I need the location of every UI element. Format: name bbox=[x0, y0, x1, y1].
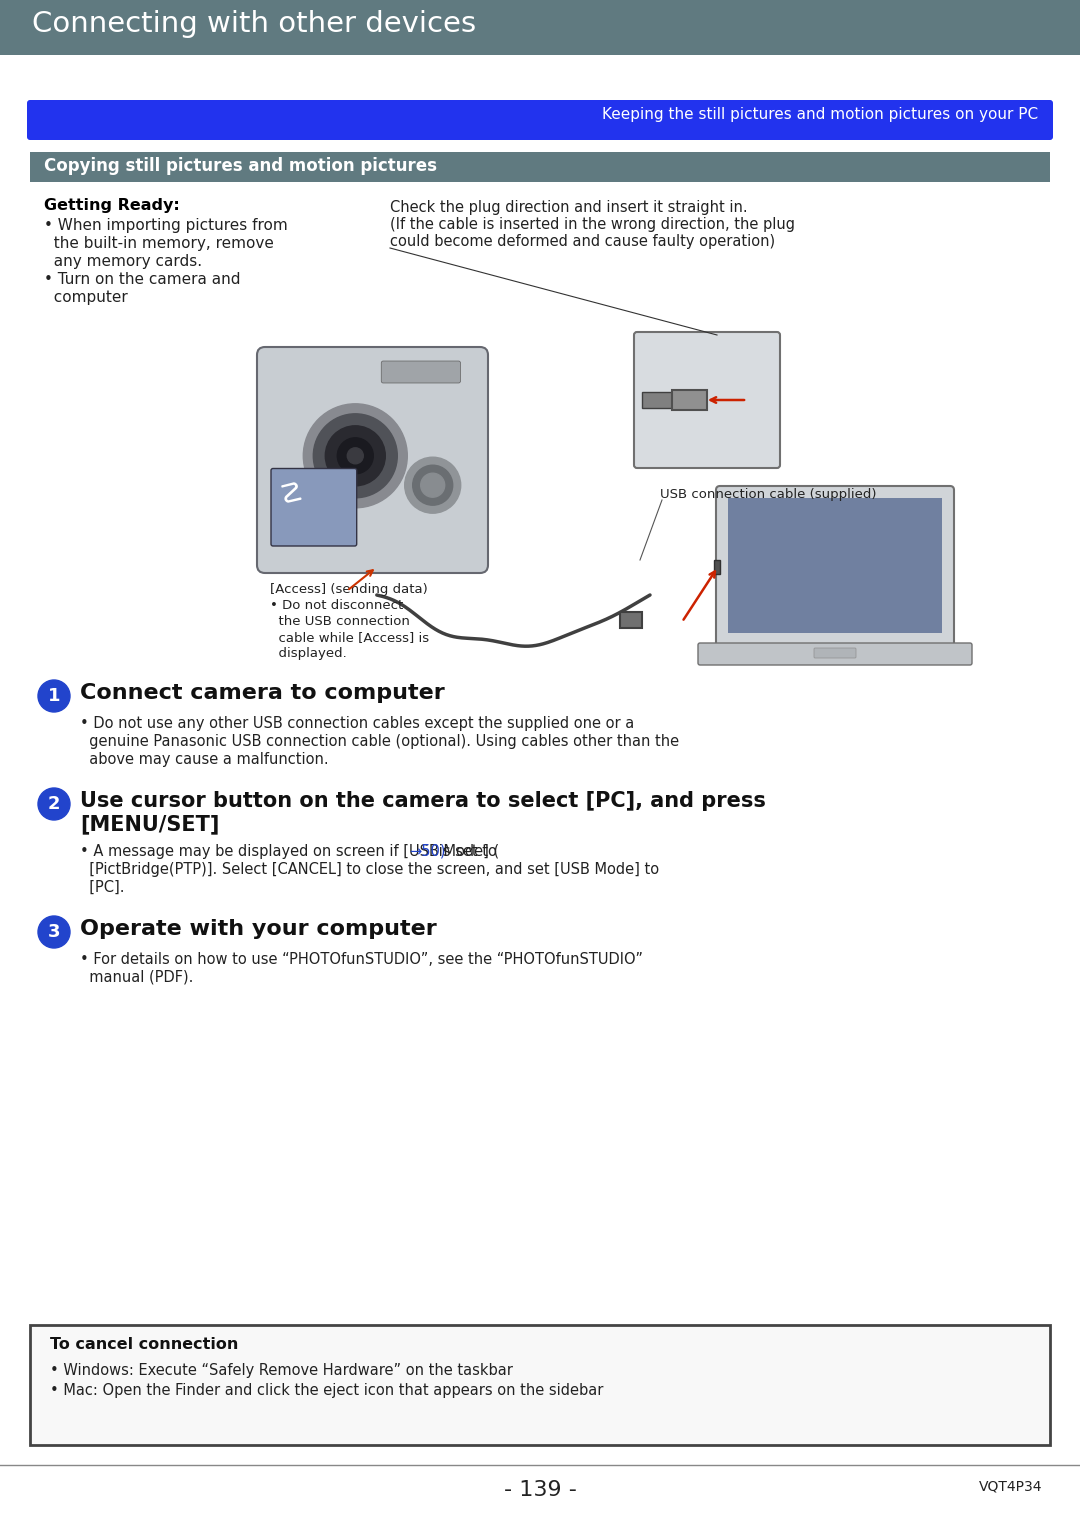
Text: Copying still pictures and motion pictures: Copying still pictures and motion pictur… bbox=[44, 157, 437, 175]
Text: 3: 3 bbox=[48, 923, 60, 941]
Text: cable while [Access] is: cable while [Access] is bbox=[270, 631, 429, 645]
Text: • When importing pictures from: • When importing pictures from bbox=[44, 218, 287, 233]
Text: • A message may be displayed on screen if [USB Mode] (: • A message may be displayed on screen i… bbox=[80, 844, 499, 860]
Text: Connecting with other devices: Connecting with other devices bbox=[32, 11, 476, 38]
Text: above may cause a malfunction.: above may cause a malfunction. bbox=[80, 752, 328, 768]
Text: Connect camera to computer: Connect camera to computer bbox=[80, 683, 445, 703]
Text: manual (PDF).: manual (PDF). bbox=[80, 970, 193, 985]
Text: Check the plug direction and insert it straight in.: Check the plug direction and insert it s… bbox=[390, 200, 747, 215]
Circle shape bbox=[405, 457, 461, 513]
Text: • Do not disconnect: • Do not disconnect bbox=[270, 599, 403, 612]
FancyBboxPatch shape bbox=[634, 332, 780, 468]
Text: • Windows: Execute “Safely Remove Hardware” on the taskbar: • Windows: Execute “Safely Remove Hardwa… bbox=[50, 1363, 513, 1378]
Text: (If the cable is inserted in the wrong direction, the plug: (If the cable is inserted in the wrong d… bbox=[390, 216, 795, 232]
Text: is set to: is set to bbox=[434, 844, 497, 860]
Text: Keeping the still pictures and motion pictures on your PC: Keeping the still pictures and motion pi… bbox=[602, 107, 1038, 121]
Text: [Access] (sending data): [Access] (sending data) bbox=[270, 583, 428, 596]
Text: any memory cards.: any memory cards. bbox=[44, 253, 202, 269]
Bar bbox=[642, 391, 672, 408]
Text: To cancel connection: To cancel connection bbox=[50, 1337, 239, 1352]
FancyBboxPatch shape bbox=[381, 361, 460, 384]
Circle shape bbox=[348, 448, 363, 464]
Text: could become deformed and cause faulty operation): could become deformed and cause faulty o… bbox=[390, 233, 775, 249]
Text: [MENU/SET]: [MENU/SET] bbox=[80, 814, 219, 834]
FancyBboxPatch shape bbox=[271, 468, 356, 546]
Bar bbox=[728, 497, 942, 632]
Text: - 139 -: - 139 - bbox=[503, 1480, 577, 1500]
Circle shape bbox=[421, 473, 445, 497]
Text: VQT4P34: VQT4P34 bbox=[978, 1480, 1042, 1494]
Text: Use cursor button on the camera to select [PC], and press: Use cursor button on the camera to selec… bbox=[80, 791, 766, 810]
Circle shape bbox=[337, 437, 374, 474]
Circle shape bbox=[313, 414, 397, 497]
Bar bbox=[30, 152, 1050, 183]
FancyBboxPatch shape bbox=[698, 643, 972, 665]
Circle shape bbox=[38, 916, 70, 949]
Text: [PC].: [PC]. bbox=[80, 880, 124, 895]
Text: displayed.: displayed. bbox=[270, 646, 347, 660]
Circle shape bbox=[38, 680, 70, 712]
Circle shape bbox=[413, 465, 453, 505]
Text: computer: computer bbox=[44, 290, 127, 305]
Bar bbox=[620, 612, 642, 628]
Text: Getting Ready:: Getting Ready: bbox=[44, 198, 179, 213]
Text: • Do not use any other USB connection cables except the supplied one or a: • Do not use any other USB connection ca… bbox=[80, 715, 634, 731]
Circle shape bbox=[38, 787, 70, 820]
Text: • Mac: Open the Finder and click the eject icon that appears on the sidebar: • Mac: Open the Finder and click the eje… bbox=[50, 1383, 604, 1398]
Circle shape bbox=[325, 425, 386, 485]
Text: ☡: ☡ bbox=[279, 480, 303, 510]
Text: USB connection cable (supplied): USB connection cable (supplied) bbox=[660, 488, 877, 500]
Bar bbox=[0, 0, 1080, 55]
Text: genuine Panasonic USB connection cable (optional). Using cables other than the: genuine Panasonic USB connection cable (… bbox=[80, 734, 679, 749]
Bar bbox=[714, 560, 720, 574]
Text: 2: 2 bbox=[48, 795, 60, 814]
FancyBboxPatch shape bbox=[814, 648, 856, 659]
Text: 1: 1 bbox=[48, 688, 60, 705]
Text: the built-in memory, remove: the built-in memory, remove bbox=[44, 236, 274, 252]
Text: • For details on how to use “PHOTOfunSTUDIO”, see the “PHOTOfunSTUDIO”: • For details on how to use “PHOTOfunSTU… bbox=[80, 952, 643, 967]
FancyBboxPatch shape bbox=[27, 100, 1053, 140]
FancyBboxPatch shape bbox=[30, 1325, 1050, 1444]
Circle shape bbox=[303, 404, 407, 508]
Text: →50): →50) bbox=[409, 844, 446, 860]
Text: Operate with your computer: Operate with your computer bbox=[80, 919, 436, 939]
FancyBboxPatch shape bbox=[716, 487, 954, 649]
Text: [PictBridge(PTP)]. Select [CANCEL] to close the screen, and set [USB Mode] to: [PictBridge(PTP)]. Select [CANCEL] to cl… bbox=[80, 863, 659, 876]
Text: • Turn on the camera and: • Turn on the camera and bbox=[44, 272, 241, 287]
Text: the USB connection: the USB connection bbox=[270, 616, 410, 628]
FancyBboxPatch shape bbox=[257, 347, 488, 573]
Bar bbox=[672, 390, 707, 410]
